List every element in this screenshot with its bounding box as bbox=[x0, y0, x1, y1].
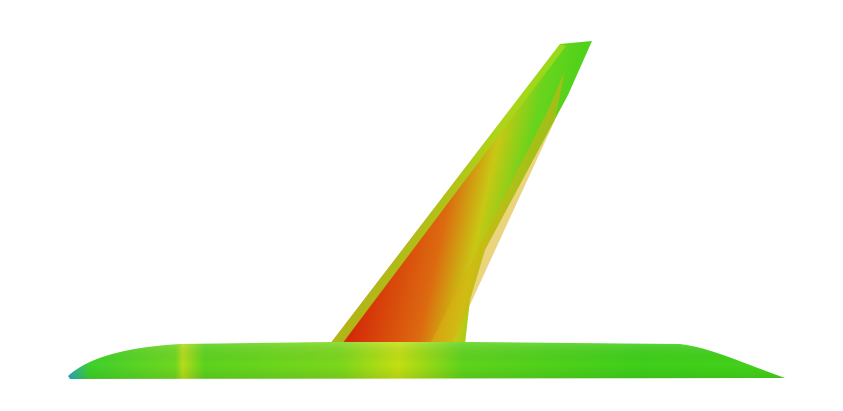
wing-leading-edge bbox=[330, 44, 566, 344]
fuselage-shade bbox=[68, 342, 785, 379]
